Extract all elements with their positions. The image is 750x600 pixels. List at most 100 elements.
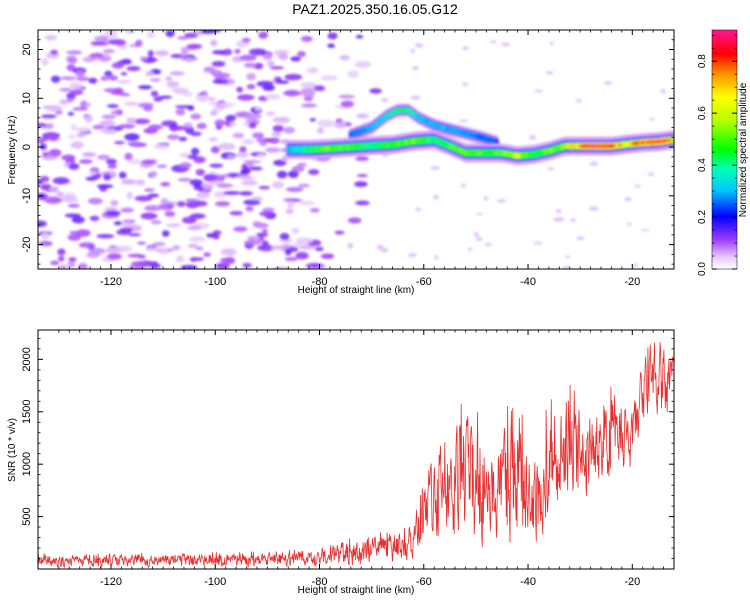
- colorbar-tick-label: 0.6: [697, 106, 708, 120]
- noise-blob: [286, 200, 294, 209]
- noise-blob: [217, 142, 236, 151]
- secondary-signal-core: [494, 140, 499, 144]
- noise-blob: [241, 37, 251, 43]
- spectrogram-marks: [38, 30, 674, 269]
- noise-blob: [195, 246, 204, 251]
- noise-blob: [195, 94, 210, 102]
- noise-blob: [339, 54, 350, 61]
- x-tick-label: -80: [312, 576, 328, 588]
- noise-blob: [116, 229, 132, 235]
- noise-blob: [430, 165, 440, 170]
- noise-blob: [185, 198, 200, 203]
- noise-blob: [262, 207, 275, 213]
- noise-blob: [126, 66, 141, 72]
- colorbar-tick-label: 0.4: [697, 158, 708, 172]
- noise-blob: [187, 154, 198, 159]
- noise-blob: [38, 220, 47, 228]
- noise-blob: [433, 194, 440, 200]
- noise-blob: [273, 49, 289, 55]
- noise-blob: [549, 41, 554, 45]
- noise-blob: [308, 169, 320, 175]
- spectrogram-ylabel: Frequency (Hz): [7, 116, 18, 185]
- snr-xlabel: Height of straight line (km): [298, 585, 415, 596]
- noise-blob: [70, 141, 84, 149]
- noise-blob: [104, 247, 122, 254]
- noise-blob: [195, 168, 205, 176]
- noise-blob: [320, 75, 338, 81]
- noise-blob: [283, 126, 296, 134]
- noise-blob: [275, 80, 290, 84]
- noise-blob: [72, 198, 79, 203]
- noise-blob: [660, 88, 666, 94]
- noise-blob: [190, 113, 202, 120]
- noise-blob: [124, 152, 133, 161]
- noise-blob: [473, 232, 479, 237]
- noise-blob: [462, 46, 470, 50]
- noise-blob: [121, 221, 133, 228]
- noise-blob: [272, 181, 285, 189]
- noise-blob: [237, 94, 255, 101]
- noise-blob: [167, 134, 180, 140]
- noise-blob: [147, 50, 154, 57]
- noise-blob: [334, 230, 345, 235]
- noise-blob: [475, 212, 483, 216]
- noise-blob: [588, 206, 599, 212]
- noise-blob: [139, 56, 149, 61]
- noise-blob: [159, 247, 169, 255]
- noise-blob: [301, 103, 318, 108]
- noise-blob: [44, 34, 57, 41]
- noise-blob: [210, 146, 220, 154]
- noise-blob: [327, 43, 335, 49]
- noise-blob: [263, 138, 274, 143]
- y-tick-label: -20: [21, 237, 33, 253]
- x-tick-label: -80: [312, 276, 328, 288]
- noise-blob: [627, 222, 632, 226]
- noise-blob: [248, 122, 257, 129]
- noise-blob: [126, 117, 137, 124]
- noise-blob: [175, 108, 186, 116]
- noise-blob: [46, 105, 63, 112]
- noise-blob: [101, 128, 117, 135]
- noise-blob: [71, 216, 85, 224]
- noise-blob: [279, 232, 290, 241]
- noise-blob: [239, 191, 254, 196]
- x-tick-label: -100: [204, 276, 226, 288]
- noise-blob: [99, 120, 116, 128]
- snr-ticks: -120 -100 -80 -60 -40 -20 500 1000 1500 2000: [21, 330, 675, 588]
- noise-blob: [223, 191, 241, 196]
- noise-blob: [68, 257, 77, 263]
- noise-blob: [382, 153, 389, 157]
- x-tick-label: -100: [204, 576, 226, 588]
- colorbar-gradient: [711, 29, 738, 270]
- noise-blob: [38, 122, 48, 128]
- noise-blob: [272, 124, 284, 132]
- noise-blob: [290, 56, 301, 62]
- main-signal-core: [671, 137, 674, 142]
- noise-blob: [103, 173, 112, 181]
- noise-blob: [284, 256, 298, 262]
- noise-blob: [120, 207, 134, 213]
- noise-blob: [185, 57, 194, 63]
- noise-blob: [355, 156, 369, 162]
- noise-blob: [144, 205, 161, 212]
- noise-blob: [187, 105, 195, 111]
- noise-blob: [220, 248, 237, 256]
- noise-blob: [247, 235, 260, 241]
- noise-blob: [161, 230, 170, 237]
- colorbar-tick-label: 0.0: [697, 262, 708, 276]
- y-tick-label: 0: [21, 144, 33, 150]
- noise-blob: [193, 186, 205, 191]
- x-tick-label: -20: [624, 276, 640, 288]
- noise-blob: [150, 90, 159, 97]
- noise-blob: [176, 36, 190, 40]
- noise-blob: [169, 125, 188, 131]
- colorbar-tick-label: 0.8: [697, 54, 708, 68]
- spectrogram-frame: [37, 29, 675, 270]
- noise-blob: [320, 253, 335, 259]
- noise-blob: [316, 119, 335, 128]
- noise-blob: [306, 67, 319, 74]
- noise-blob: [120, 92, 131, 97]
- noise-blob: [169, 71, 185, 76]
- noise-blob: [97, 154, 111, 161]
